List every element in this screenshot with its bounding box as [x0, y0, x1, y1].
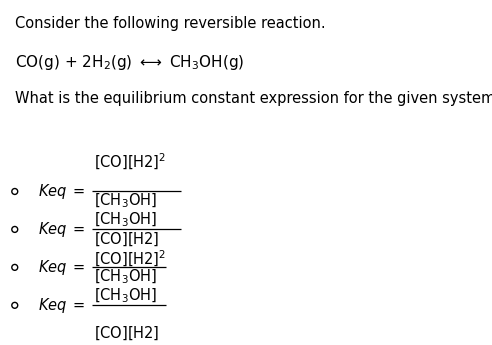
Text: $\mathit{Keq}$: $\mathit{Keq}$	[38, 296, 68, 315]
Text: What is the equilibrium constant expression for the given system?: What is the equilibrium constant express…	[15, 91, 492, 106]
Text: $\mathrm{[CH_3OH]}$: $\mathrm{[CH_3OH]}$	[94, 268, 157, 286]
Text: $\mathrm{[CO][H2]^2}$: $\mathrm{[CO][H2]^2}$	[94, 152, 166, 172]
Text: =: =	[73, 260, 85, 275]
Text: $\mathrm{[CH_3OH]}$: $\mathrm{[CH_3OH]}$	[94, 210, 157, 229]
Text: $\mathrm{[CO][H2]}$: $\mathrm{[CO][H2]}$	[94, 324, 159, 342]
Text: $\mathit{Keq}$: $\mathit{Keq}$	[38, 182, 68, 201]
Text: $\mathrm{[CO][H2]^2}$: $\mathrm{[CO][H2]^2}$	[94, 248, 166, 268]
Text: =: =	[73, 298, 85, 313]
Text: $\mathrm{[CO][H2]}$: $\mathrm{[CO][H2]}$	[94, 231, 159, 248]
Text: Consider the following reversible reaction.: Consider the following reversible reacti…	[15, 16, 325, 30]
Text: $\mathrm{[CH_3OH]}$: $\mathrm{[CH_3OH]}$	[94, 286, 157, 305]
Text: $\mathit{Keq}$: $\mathit{Keq}$	[38, 220, 68, 239]
Text: $\mathrm{[CH_3OH]}$: $\mathrm{[CH_3OH]}$	[94, 192, 157, 210]
Text: $\mathit{Keq}$: $\mathit{Keq}$	[38, 258, 68, 277]
Text: =: =	[73, 184, 85, 199]
Text: =: =	[73, 222, 85, 237]
Text: CO(g) + 2H$_2$(g) $\longleftrightarrow$ CH$_3$OH(g): CO(g) + 2H$_2$(g) $\longleftrightarrow$ …	[15, 53, 245, 72]
